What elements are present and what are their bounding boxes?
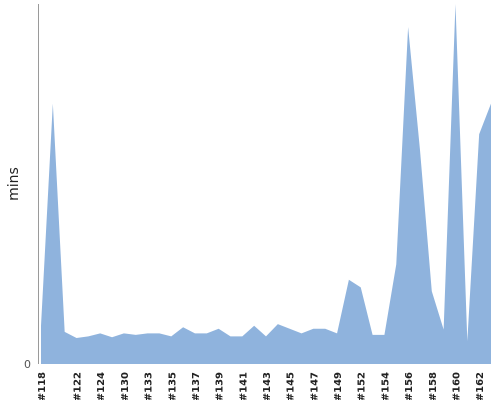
x-tick-label: #154 (380, 372, 391, 400)
x-tick-label: #130 (120, 372, 131, 400)
x-tick-label: #118 (37, 372, 48, 400)
y-tick-label: 0 (24, 358, 31, 371)
y-axis-ticks: 0 (24, 358, 31, 371)
x-axis-ticks: #118 #122 #124 #130 #133 #135 #137 #139 #141 #143… (37, 372, 486, 401)
x-tick-label: #133 (144, 372, 155, 400)
x-tick-label: #156 (404, 372, 415, 400)
x-tick-label: #122 (73, 372, 84, 400)
x-tick-label: #143 (262, 372, 273, 400)
x-tick-label: #145 (286, 372, 297, 400)
x-tick-label: #152 (357, 372, 368, 400)
x-tick-label: #141 (238, 372, 249, 400)
x-tick-label: #135 (167, 372, 178, 400)
area-series (41, 4, 491, 364)
x-tick-label: #137 (191, 372, 202, 400)
x-tick-label: #158 (428, 372, 439, 400)
x-tick-label: #147 (309, 372, 320, 400)
x-tick-label: #124 (96, 372, 107, 400)
y-axis-label: mins (6, 167, 22, 201)
x-tick-label: #149 (333, 372, 344, 400)
x-tick-label: #160 (452, 372, 463, 400)
x-tick-label: #162 (475, 372, 486, 400)
x-tick-label: #139 (215, 372, 226, 400)
